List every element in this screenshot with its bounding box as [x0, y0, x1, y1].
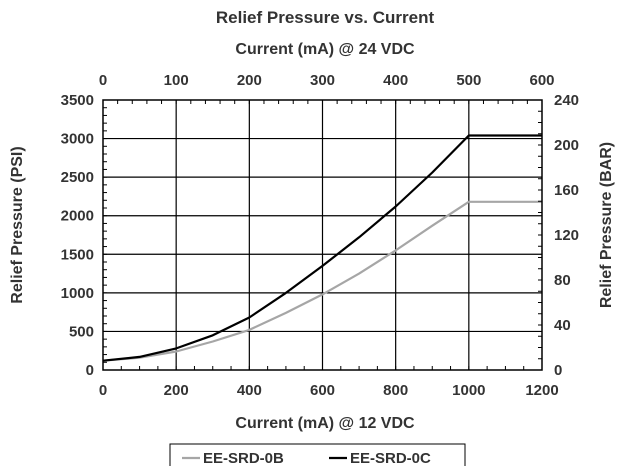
- x-tick-label: 400: [237, 382, 262, 399]
- y2-tick-label: 160: [554, 182, 579, 199]
- y-tick-label: 500: [69, 323, 94, 340]
- x2-tick-label: 600: [529, 72, 554, 89]
- y-tick-label: 2000: [61, 208, 94, 225]
- y-tick-label: 0: [86, 362, 94, 379]
- x2-tick-label: 200: [237, 72, 262, 89]
- y-tick-label: 2500: [61, 169, 94, 186]
- chart-title: Relief Pressure vs. Current: [216, 8, 435, 27]
- y-tick-label: 3000: [61, 131, 94, 148]
- x-tick-label: 0: [99, 382, 107, 399]
- legend-label: EE-SRD-0B: [203, 450, 284, 466]
- x2-axis-title: Current (mA) @ 24 VDC: [235, 41, 415, 58]
- x-tick-label: 1000: [452, 382, 485, 399]
- x-tick-label: 1200: [525, 382, 558, 399]
- y-tick-label: 1000: [61, 285, 94, 302]
- x2-tick-label: 500: [456, 72, 481, 89]
- x-tick-label: 600: [310, 382, 335, 399]
- series-layer: [102, 134, 542, 362]
- x2-tick-label: 100: [164, 72, 189, 89]
- x-axis-title: Current (mA) @ 12 VDC: [235, 415, 415, 432]
- x2-tick-label: 0: [99, 72, 107, 89]
- legend-label: EE-SRD-0C: [350, 450, 431, 466]
- y2-tick-label: 200: [554, 137, 579, 154]
- grid: [103, 100, 542, 370]
- x-tick-label: 200: [164, 382, 189, 399]
- series-line-ee-srd-0c: [102, 134, 542, 362]
- y-tick-label: 3500: [61, 92, 94, 109]
- y2-tick-label: 120: [554, 227, 579, 244]
- y2-tick-label: 40: [554, 317, 571, 334]
- x2-tick-label: 300: [310, 72, 335, 89]
- y-axis-title: Relief Pressure (PSI): [9, 146, 26, 303]
- legend: EE-SRD-0B EE-SRD-0C: [169, 443, 466, 471]
- x2-tick-label: 400: [383, 72, 408, 89]
- y2-tick-label: 80: [554, 272, 571, 289]
- y-tick-label: 1500: [61, 246, 94, 263]
- y2-axis-title: Relief Pressure (BAR): [598, 142, 615, 308]
- series-line-ee-srd-0b: [102, 200, 542, 362]
- plot-frame: [102, 99, 543, 371]
- y2-tick-label: 240: [554, 92, 579, 109]
- y2-tick-label: 0: [554, 362, 562, 379]
- x-tick-label: 800: [383, 382, 408, 399]
